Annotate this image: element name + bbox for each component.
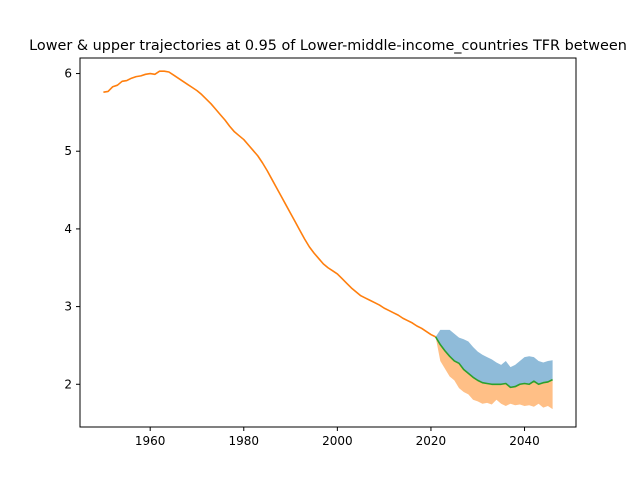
median-tfr-line [434,336,553,389]
x-tick-label: 2000 [322,434,353,448]
observed-tfr-line [103,70,436,338]
y-tick-label: 2 [64,377,72,391]
y-tick-label: 6 [64,67,72,81]
chart-title: Lower & upper trajectories at 0.95 of Lo… [29,38,627,54]
y-tick-label: 4 [64,222,72,236]
series-lines [103,70,553,389]
y-tick-label: 3 [64,300,72,314]
y-tick-label: 5 [64,144,72,158]
x-tick-label: 1960 [135,434,166,448]
x-tick-label: 2020 [416,434,447,448]
x-tick-label: 1980 [229,434,260,448]
plot-area-frame [79,57,577,428]
x-tick-label: 2040 [509,434,540,448]
upper-trajectory-band [435,329,553,388]
y-axis-ticks: 2 3 4 5 6 [64,67,80,391]
x-axis-ticks: 1960 1980 2000 2020 2040 [135,427,540,448]
lower-trajectory-band [435,336,553,410]
uncertainty-bands [435,329,553,410]
